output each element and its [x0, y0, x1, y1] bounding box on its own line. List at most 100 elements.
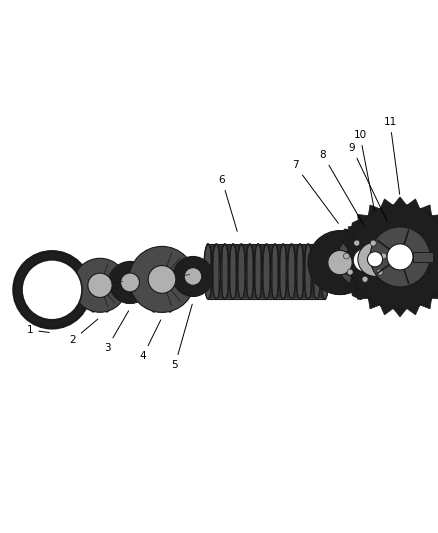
Circle shape: [358, 242, 392, 276]
Circle shape: [73, 259, 127, 312]
Circle shape: [88, 273, 112, 297]
Ellipse shape: [262, 244, 271, 299]
Polygon shape: [407, 199, 420, 209]
Polygon shape: [432, 288, 438, 300]
Circle shape: [343, 253, 350, 259]
Ellipse shape: [304, 244, 312, 299]
Polygon shape: [210, 245, 214, 298]
Polygon shape: [227, 245, 231, 298]
Polygon shape: [311, 245, 314, 298]
Circle shape: [328, 251, 352, 274]
Polygon shape: [368, 205, 380, 216]
Polygon shape: [186, 277, 201, 296]
Polygon shape: [413, 252, 433, 262]
Polygon shape: [378, 258, 399, 288]
Circle shape: [120, 273, 139, 292]
Ellipse shape: [229, 244, 237, 299]
Text: 11: 11: [383, 117, 399, 194]
Polygon shape: [340, 250, 349, 264]
Polygon shape: [332, 259, 341, 276]
Polygon shape: [252, 245, 256, 298]
Polygon shape: [328, 263, 352, 295]
Polygon shape: [293, 245, 298, 298]
Ellipse shape: [287, 244, 296, 299]
Circle shape: [337, 232, 393, 288]
Ellipse shape: [254, 244, 262, 299]
Circle shape: [353, 248, 377, 272]
Circle shape: [348, 205, 438, 309]
Circle shape: [347, 269, 353, 275]
Ellipse shape: [204, 244, 212, 299]
Circle shape: [367, 252, 383, 267]
Text: 10: 10: [353, 130, 374, 211]
Circle shape: [377, 269, 383, 275]
Polygon shape: [407, 305, 420, 315]
Text: 3: 3: [104, 311, 129, 353]
Ellipse shape: [296, 244, 304, 299]
Polygon shape: [235, 245, 239, 298]
Circle shape: [370, 240, 376, 246]
Circle shape: [381, 253, 387, 259]
Circle shape: [173, 256, 213, 296]
Circle shape: [354, 240, 360, 246]
Polygon shape: [14, 252, 90, 328]
Polygon shape: [348, 277, 359, 288]
Polygon shape: [277, 245, 281, 298]
Polygon shape: [351, 289, 367, 300]
Polygon shape: [353, 260, 377, 288]
Polygon shape: [122, 282, 138, 303]
Circle shape: [362, 276, 368, 282]
Ellipse shape: [279, 244, 287, 299]
Ellipse shape: [321, 244, 329, 299]
Circle shape: [387, 244, 413, 270]
Ellipse shape: [237, 244, 246, 299]
Circle shape: [358, 242, 392, 276]
Ellipse shape: [212, 244, 221, 299]
Circle shape: [373, 243, 403, 273]
Polygon shape: [87, 285, 113, 312]
Circle shape: [129, 246, 195, 312]
Polygon shape: [342, 237, 352, 250]
Polygon shape: [399, 276, 411, 289]
Polygon shape: [342, 264, 352, 277]
Polygon shape: [409, 243, 418, 259]
Polygon shape: [348, 225, 359, 237]
Polygon shape: [367, 296, 383, 302]
Polygon shape: [432, 214, 438, 225]
Circle shape: [109, 261, 151, 303]
Polygon shape: [399, 229, 411, 243]
Polygon shape: [420, 205, 432, 216]
Polygon shape: [383, 219, 399, 230]
Polygon shape: [244, 245, 248, 298]
Circle shape: [22, 260, 82, 320]
Ellipse shape: [246, 244, 254, 299]
Polygon shape: [368, 298, 380, 309]
Polygon shape: [409, 259, 418, 276]
Circle shape: [148, 265, 176, 293]
Polygon shape: [332, 243, 341, 259]
Circle shape: [184, 268, 202, 285]
Circle shape: [358, 228, 418, 288]
Polygon shape: [268, 245, 273, 298]
Polygon shape: [420, 298, 432, 309]
Text: 7: 7: [292, 160, 338, 223]
Polygon shape: [358, 259, 392, 297]
Polygon shape: [319, 245, 323, 298]
Text: 8: 8: [320, 150, 364, 225]
Text: 6: 6: [219, 175, 237, 231]
Polygon shape: [285, 245, 290, 298]
Ellipse shape: [312, 244, 321, 299]
Polygon shape: [219, 245, 223, 298]
Polygon shape: [351, 219, 367, 230]
Polygon shape: [208, 244, 325, 299]
Polygon shape: [380, 199, 393, 209]
Text: 9: 9: [349, 143, 387, 221]
Ellipse shape: [221, 244, 229, 299]
Polygon shape: [339, 276, 351, 289]
Polygon shape: [339, 229, 351, 243]
Polygon shape: [357, 214, 368, 225]
Polygon shape: [302, 245, 306, 298]
Polygon shape: [393, 309, 407, 317]
Text: 2: 2: [70, 319, 98, 345]
Circle shape: [370, 227, 430, 287]
